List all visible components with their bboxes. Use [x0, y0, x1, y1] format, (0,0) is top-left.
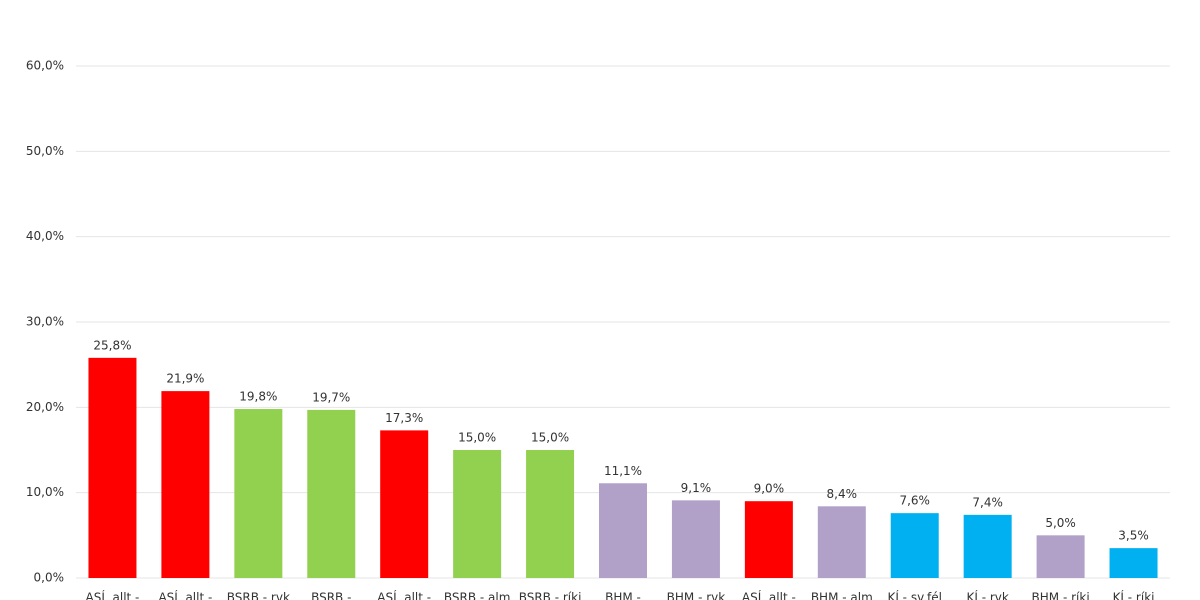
value-label: 5,0% — [1045, 516, 1076, 530]
x-tick-label: BHM - — [605, 591, 641, 600]
value-label: 9,1% — [681, 481, 712, 495]
x-tick-label: BHM - ríki — [1032, 591, 1090, 600]
bar — [380, 430, 429, 578]
value-label: 19,8% — [239, 390, 277, 404]
x-tick-label: ASÍ, allt - — [377, 590, 431, 600]
x-tick-label: KÍ - rvk — [966, 590, 1008, 600]
value-label: 25,8% — [93, 338, 131, 352]
bar — [1109, 548, 1158, 578]
y-tick-label: 40,0% — [26, 229, 64, 243]
x-tick-label: BHM - alm — [811, 591, 873, 600]
value-label: 17,3% — [385, 411, 423, 425]
value-label: 11,1% — [604, 464, 642, 478]
y-tick-label: 20,0% — [26, 400, 64, 414]
y-tick-label: 30,0% — [26, 315, 64, 329]
value-label: 19,7% — [312, 390, 350, 404]
bar — [963, 514, 1012, 578]
bar — [526, 450, 575, 578]
x-tick-label: BHM - rvk — [667, 591, 726, 600]
x-tick-label: ASÍ, allt - — [158, 590, 212, 600]
bar — [744, 501, 793, 578]
x-tick-label: BSRB - alm — [444, 591, 511, 600]
value-label: 15,0% — [458, 431, 496, 445]
bar — [1036, 535, 1085, 578]
value-label: 21,9% — [166, 372, 204, 386]
bar — [890, 513, 939, 578]
bar — [671, 500, 720, 578]
bar — [234, 409, 283, 578]
bar — [599, 483, 647, 578]
x-tick-label: ASÍ, allt - — [742, 590, 796, 600]
x-tick-label: KÍ - ríki — [1113, 590, 1155, 600]
bar — [817, 506, 866, 578]
value-label: 3,5% — [1118, 529, 1149, 543]
value-label: 15,0% — [531, 431, 569, 445]
bar — [307, 409, 356, 578]
bar — [88, 357, 137, 578]
value-label: 9,0% — [754, 482, 785, 496]
value-label: 7,6% — [899, 494, 930, 508]
x-tick-label: BSRB - — [311, 591, 351, 600]
bar — [453, 450, 502, 578]
y-tick-label: 60,0% — [26, 59, 64, 73]
value-label: 8,4% — [827, 487, 858, 501]
x-tick-label: KÍ - sv.fél — [887, 590, 942, 600]
y-tick-label: 0,0% — [34, 571, 65, 585]
value-label: 7,4% — [972, 495, 1003, 509]
y-tick-label: 50,0% — [26, 144, 64, 158]
bar — [161, 391, 210, 578]
x-tick-label: BSRB - ríki — [519, 591, 582, 600]
y-tick-label: 10,0% — [26, 485, 64, 499]
x-tick-label: BSRB - rvk — [227, 591, 290, 600]
x-tick-label: ASÍ, allt - — [86, 590, 140, 600]
